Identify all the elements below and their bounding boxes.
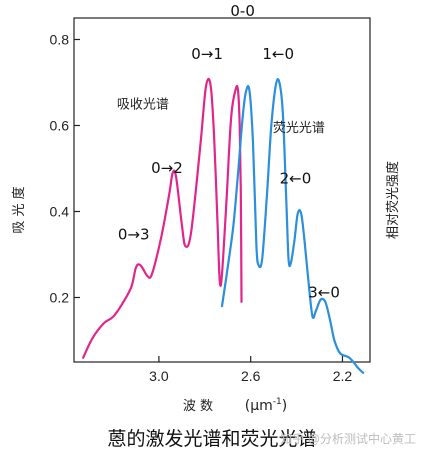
plot-frame	[73, 17, 371, 363]
x-tick-label: 2.6	[241, 368, 261, 384]
transition-label: 0→1	[191, 45, 223, 63]
series-label-absorption: 吸收光谱	[117, 97, 169, 112]
x-axis-unit-close: )	[282, 398, 287, 414]
series-line-absorption	[82, 77, 243, 359]
x-tick-label: 2.2	[333, 368, 353, 384]
figure-caption: 蒽的激发光谱和荧光光谱	[107, 428, 317, 450]
x-axis-unit: (μm-1)	[245, 397, 287, 414]
transition-label: 0→2	[151, 159, 183, 177]
y-tick-label: 0.6	[50, 118, 70, 134]
x-axis-unit-sup: -1	[273, 397, 282, 407]
series-line-fluorescence	[220, 78, 365, 374]
transition-label: 0→3	[118, 225, 150, 243]
y-tick-label: 0.8	[50, 32, 70, 48]
y-axis-left-label: 吸 光 度	[11, 186, 27, 233]
series-group	[82, 77, 365, 374]
transition-label: 1←0	[262, 45, 294, 63]
transition-label: 0-0	[230, 2, 255, 20]
y-axis-right-label: 相对荧光强度	[385, 161, 401, 239]
x-axis-unit-main: (μm	[245, 398, 273, 414]
transition-label: 3←0	[308, 284, 340, 302]
x-axis-ticks: 3.0 2.6 2.2	[149, 356, 352, 384]
y-axis-ticks: 0.2 0.4 0.6 0.8	[50, 32, 80, 306]
x-tick-label: 3.0	[149, 368, 169, 384]
y-tick-label: 0.2	[50, 290, 70, 306]
series-label-fluorescence: 荧光光谱	[273, 121, 325, 136]
x-axis-label: 波 数	[183, 399, 213, 414]
transition-label: 2←0	[280, 170, 312, 188]
y-tick-label: 0.4	[50, 204, 70, 220]
watermark: 知乎 @分析测试中心黄工	[280, 432, 416, 446]
